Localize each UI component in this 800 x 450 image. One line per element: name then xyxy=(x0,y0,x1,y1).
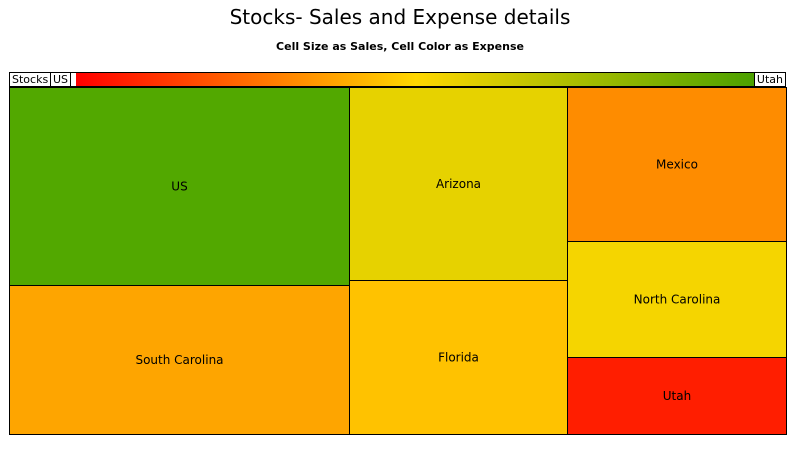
color-scale-max-label: Utah xyxy=(753,73,785,86)
treemap-plot: US South Carolina Arizona Florida Mexico Nort… xyxy=(9,87,787,435)
color-scale-bar: Stocks US Utah xyxy=(9,72,786,87)
cell-us[interactable] xyxy=(9,87,350,286)
breadcrumb-current[interactable]: US xyxy=(51,73,72,86)
cell-label-utah: Utah xyxy=(663,389,691,403)
cell-label-south-carolina: South Carolina xyxy=(135,353,223,367)
color-gradient xyxy=(76,73,756,86)
cell-mexico[interactable] xyxy=(567,87,787,242)
breadcrumb-root[interactable]: Stocks xyxy=(10,73,52,86)
cell-utah[interactable] xyxy=(567,357,787,435)
cell-south-carolina[interactable] xyxy=(9,285,350,435)
cell-label-us: US xyxy=(171,180,187,194)
cell-label-florida: Florida xyxy=(438,351,479,365)
cell-florida[interactable] xyxy=(349,280,568,435)
cell-arizona[interactable] xyxy=(349,87,568,281)
cell-label-arizona: Arizona xyxy=(436,177,481,191)
cell-label-mexico: Mexico xyxy=(656,158,698,172)
chart-subtitle: Cell Size as Sales, Cell Color as Expens… xyxy=(276,40,524,53)
chart-title: Stocks- Sales and Expense details xyxy=(229,5,571,29)
cell-north-carolina[interactable] xyxy=(567,241,787,358)
cell-label-north-carolina: North Carolina xyxy=(634,293,721,307)
